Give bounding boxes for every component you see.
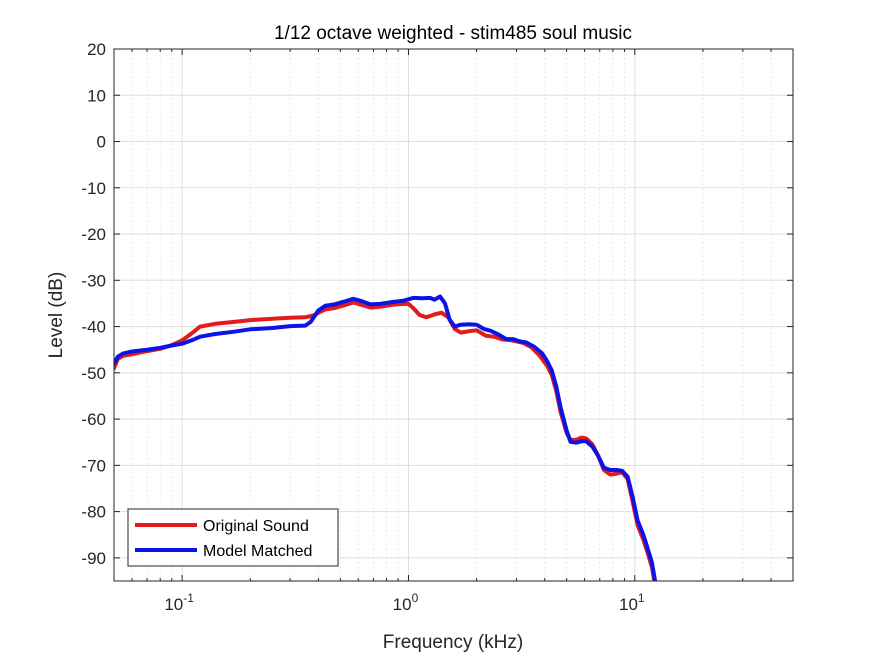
y-tick-label: -30 — [81, 271, 106, 290]
y-tick-label: -80 — [81, 503, 106, 522]
y-tick-label: 20 — [87, 40, 106, 59]
legend-label-original-sound: Original Sound — [203, 518, 309, 535]
y-axis-label: Level (dB) — [46, 272, 67, 359]
y-tick-label: 0 — [97, 133, 106, 152]
legend-label-model-matched: Model Matched — [203, 543, 312, 560]
chart-title: 1/12 octave weighted - stim485 soul musi… — [274, 23, 632, 44]
y-tick-label: -50 — [81, 364, 106, 383]
y-tick-label: -70 — [81, 456, 106, 475]
y-tick-label: -20 — [81, 225, 106, 244]
y-tick-label: -40 — [81, 318, 106, 337]
x-axis-label: Frequency (kHz) — [383, 632, 523, 653]
plot-area — [114, 49, 793, 581]
y-tick-label: -10 — [81, 179, 106, 198]
y-tick-label: -90 — [81, 549, 106, 568]
y-tick-label: -60 — [81, 410, 106, 429]
y-tick-label: 10 — [87, 86, 106, 105]
legend: Original Sound Model Matched — [128, 509, 338, 566]
